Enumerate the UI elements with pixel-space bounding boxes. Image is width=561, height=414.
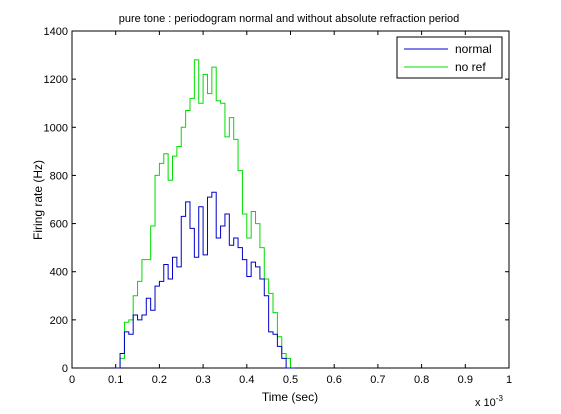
x-tick-label: 0.9 [458,374,473,386]
legend: normal no ref [396,36,503,79]
x-tick-label: 0 [69,374,75,386]
x-tick-label: 0.6 [327,374,342,386]
x-tick-label: 0.2 [152,374,167,386]
series-line-no-ref [115,59,295,369]
x-tick-label: 0.5 [283,374,298,386]
y-tick-label: 600 [50,219,68,231]
x-tick-label: 0.3 [195,374,210,386]
x-multiplier: x 10-3 [475,394,503,409]
legend-box [396,36,503,79]
chart-title: pure tone : periodogram normal and witho… [119,13,460,25]
x-tick-label: 0.7 [370,374,385,386]
x-tick-label: 0.4 [239,374,254,386]
y-tick-label: 200 [50,315,68,327]
y-tick-label: 400 [50,267,68,279]
axis-ticks: 0 0.1 0.2 0.3 0.4 0.5 0.6 0.7 0.8 0.9 1 0 200 400 600 8… [44,26,513,386]
x-multiplier-exponent: -3 [496,394,504,403]
legend-label-no-ref: no ref [455,60,486,74]
x-axis-label: Time (sec) [262,390,318,404]
y-tick-label: 1400 [44,26,68,38]
y-tick-label: 1200 [44,74,68,86]
series-layer [115,59,295,369]
x-tick-label: 0.8 [414,374,429,386]
x-tick-label: 1 [506,374,512,386]
y-tick-label: 800 [50,170,68,182]
y-tick-label: 0 [62,363,68,375]
y-axis-label: Firing rate (Hz) [31,160,45,240]
series-line-normal [115,191,295,369]
x-multiplier-base: x 10 [475,397,496,409]
x-tick-label: 0.1 [108,374,123,386]
plot-area [71,30,510,369]
legend-label-normal: normal [455,42,492,56]
y-tick-label: 1000 [44,122,68,134]
